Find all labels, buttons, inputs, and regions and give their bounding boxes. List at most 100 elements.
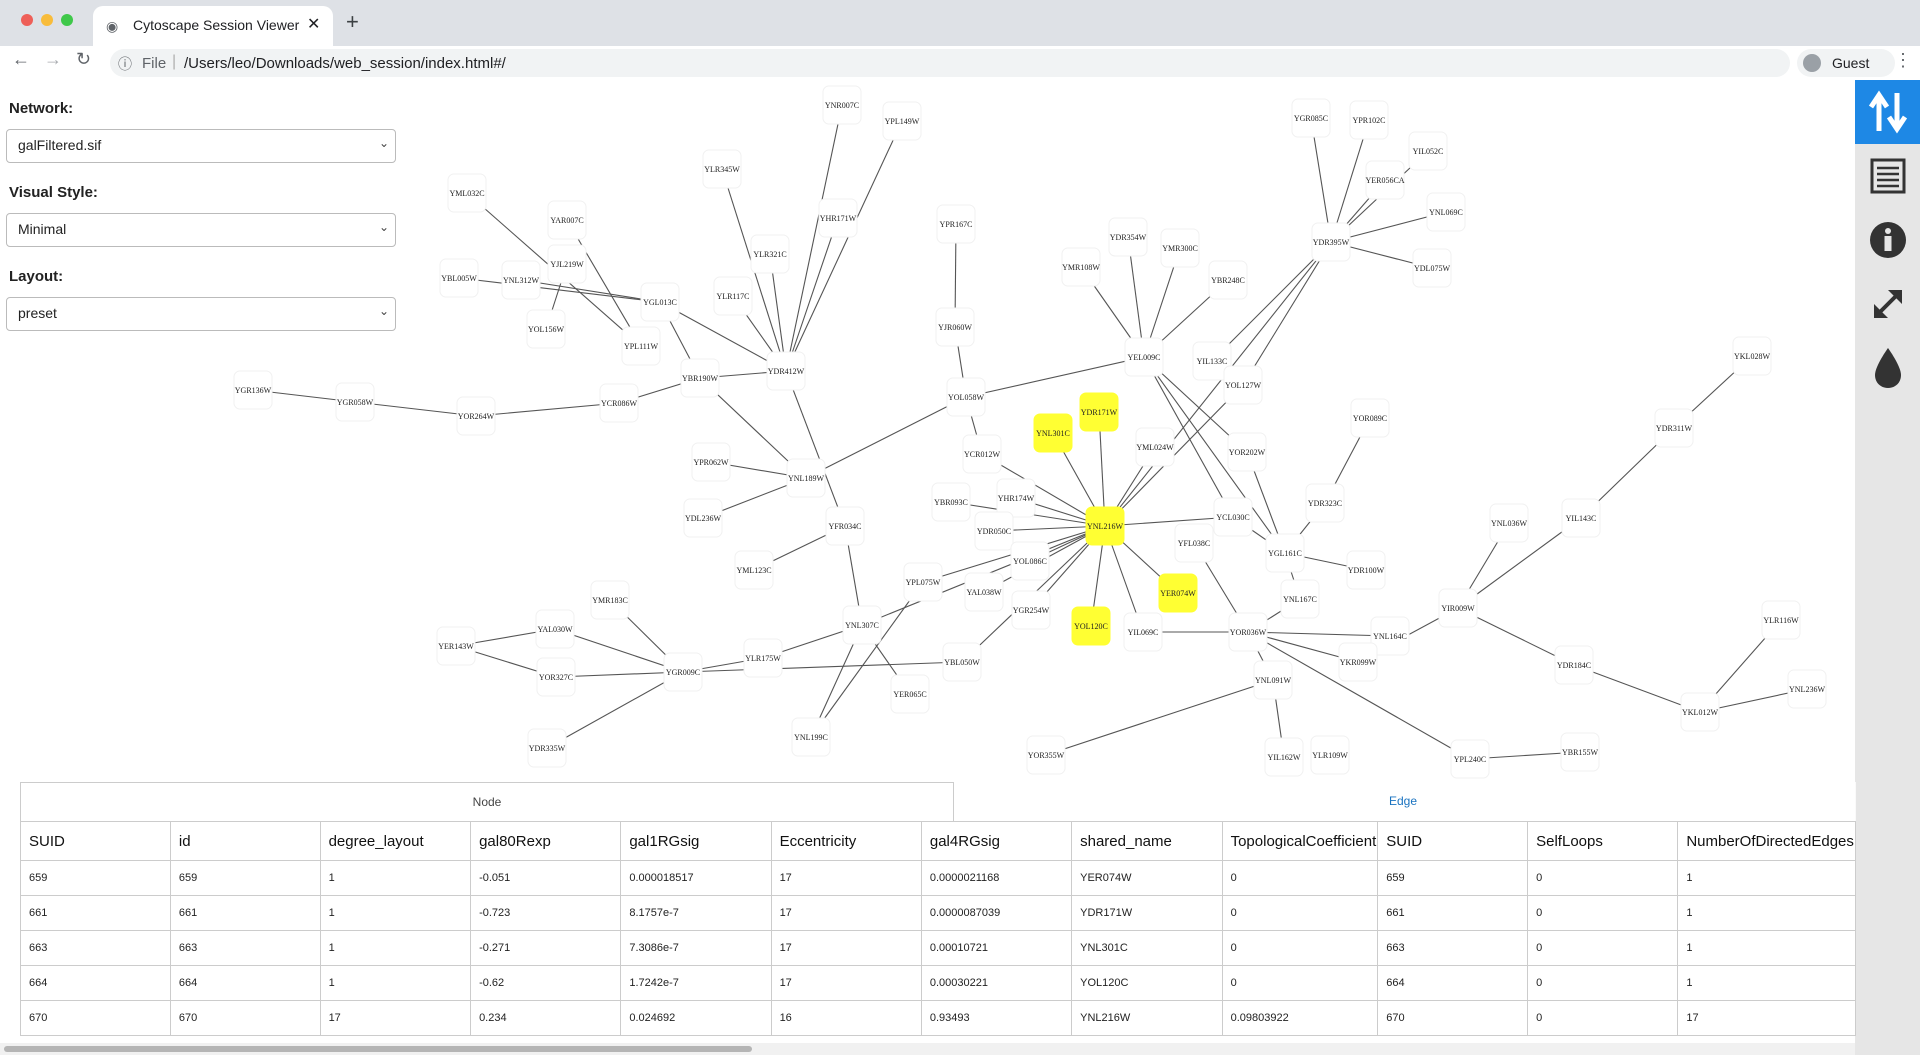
column-header[interactable]: SUID xyxy=(20,821,171,861)
node-shape[interactable] xyxy=(1208,260,1248,300)
back-arrow-icon[interactable]: ← xyxy=(12,49,30,69)
network-node[interactable]: YLR345W xyxy=(702,149,742,189)
table-row[interactable]: 664 664 1 -0.62 1.7242e-7 17 0.00030221 … xyxy=(20,965,1856,1001)
node-shape[interactable] xyxy=(663,652,703,692)
network-node[interactable]: YDR100W xyxy=(1346,550,1386,590)
node-shape[interactable] xyxy=(1561,498,1601,538)
node-shape[interactable] xyxy=(1680,692,1720,732)
node-shape[interactable] xyxy=(1426,192,1466,232)
column-header[interactable]: shared_name xyxy=(1071,821,1223,861)
network-node[interactable]: YMR108W xyxy=(1061,247,1101,287)
node-shape[interactable] xyxy=(1370,616,1410,656)
network-edge[interactable] xyxy=(682,661,963,673)
network-edge[interactable] xyxy=(1573,664,1701,713)
network-node[interactable]: YOL127W xyxy=(1223,365,1263,405)
node-shape[interactable] xyxy=(1554,645,1594,685)
network-edge[interactable] xyxy=(546,671,684,749)
node-shape[interactable] xyxy=(1280,579,1320,619)
network-node[interactable]: YDR323C xyxy=(1305,483,1345,523)
network-node[interactable]: YFR034C xyxy=(825,506,865,546)
network-edge[interactable] xyxy=(1104,516,1234,527)
scrollbar-thumb[interactable] xyxy=(4,1046,752,1052)
node-shape[interactable] xyxy=(996,478,1036,518)
browser-tab[interactable]: ◉ Cytoscape Session Viewer ✕ xyxy=(93,6,333,46)
node-shape[interactable] xyxy=(1192,341,1232,381)
network-node[interactable]: YNL307C xyxy=(842,605,882,645)
network-node[interactable]: YBR190W xyxy=(680,358,720,398)
network-edge[interactable] xyxy=(1045,679,1274,756)
network-node[interactable]: YNL236W xyxy=(1787,669,1827,709)
node-shape[interactable] xyxy=(501,260,541,300)
network-node[interactable]: YKL012W xyxy=(1680,692,1720,732)
node-shape[interactable] xyxy=(621,326,661,366)
network-node[interactable]: YHR171W xyxy=(818,198,858,238)
layout-select[interactable]: preset ⌄ xyxy=(6,297,396,331)
node-shape[interactable] xyxy=(436,626,476,666)
forward-arrow-icon[interactable]: → xyxy=(44,49,62,69)
network-select[interactable]: galFiltered.sif ⌄ xyxy=(6,129,396,163)
node-shape[interactable] xyxy=(931,482,971,522)
network-node[interactable]: YDR395W xyxy=(1311,222,1351,262)
network-edge[interactable] xyxy=(785,217,839,372)
column-header[interactable]: NumberOfDirectedEdges xyxy=(1677,821,1856,861)
node-shape[interactable] xyxy=(1310,735,1350,775)
network-node[interactable]: YIL133C xyxy=(1192,341,1232,381)
network-node[interactable]: YIL052C xyxy=(1408,131,1448,171)
horizontal-scrollbar[interactable] xyxy=(0,1043,1855,1055)
node-shape[interactable] xyxy=(1732,336,1772,376)
node-shape[interactable] xyxy=(1291,98,1331,138)
network-node[interactable]: YNL069C xyxy=(1426,192,1466,232)
node-shape[interactable] xyxy=(691,442,731,482)
network-node[interactable]: YGR085C xyxy=(1291,98,1331,138)
node-shape[interactable] xyxy=(1787,669,1827,709)
minimize-window-button[interactable] xyxy=(41,14,53,26)
network-node[interactable]: YER143W xyxy=(436,626,476,666)
network-canvas[interactable]: YNR007C YPL149W YLR345W YHR171W YLR321C YML03… xyxy=(0,80,1920,1055)
node-shape[interactable] xyxy=(1213,497,1253,537)
node-shape[interactable] xyxy=(962,434,1002,474)
node-shape[interactable] xyxy=(526,309,566,349)
column-header[interactable]: gal80Rexp xyxy=(470,821,622,861)
node-shape[interactable] xyxy=(1158,573,1198,613)
node-shape[interactable] xyxy=(1010,541,1050,581)
table-row[interactable]: 663 663 1 -0.271 7.3086e-7 17 0.00010721… xyxy=(20,930,1856,966)
network-node[interactable]: YAR007C xyxy=(547,200,587,240)
network-node[interactable]: YDR354W xyxy=(1108,217,1148,257)
table-row[interactable]: 670 670 17 0.234 0.024692 16 0.93493 YNL… xyxy=(20,1000,1856,1036)
node-shape[interactable] xyxy=(1350,398,1390,438)
network-node[interactable]: YPR167C xyxy=(936,204,976,244)
network-node[interactable]: YOL120C xyxy=(1071,606,1111,646)
network-node[interactable]: YNL301C xyxy=(1033,413,1073,453)
network-node[interactable]: YEL009C xyxy=(1124,337,1164,377)
address-bar[interactable]: ⓘ File | /Users/leo/Downloads/web_sessio… xyxy=(110,49,1790,77)
node-shape[interactable] xyxy=(335,382,375,422)
network-node[interactable]: YPL149W xyxy=(882,101,922,141)
network-node[interactable]: YLR116W xyxy=(1761,600,1801,640)
network-edge[interactable] xyxy=(475,402,620,417)
network-node[interactable]: YCR012W xyxy=(962,434,1002,474)
node-shape[interactable] xyxy=(1085,506,1125,546)
network-node[interactable]: YPL240C xyxy=(1450,739,1490,779)
node-shape[interactable] xyxy=(743,638,783,678)
network-edge[interactable] xyxy=(458,277,661,303)
node-shape[interactable] xyxy=(1011,590,1051,630)
network-node[interactable]: YGR136W xyxy=(233,370,273,410)
network-node[interactable]: YOL086C xyxy=(1010,541,1050,581)
network-node[interactable]: YPR062W xyxy=(691,442,731,482)
node-shape[interactable] xyxy=(535,609,575,649)
network-edge[interactable] xyxy=(1242,241,1332,386)
network-node[interactable]: YDL075W xyxy=(1412,248,1452,288)
network-edge[interactable] xyxy=(1310,117,1332,243)
node-shape[interactable] xyxy=(1264,737,1304,777)
profile-button[interactable]: Guest xyxy=(1797,49,1895,77)
network-edge[interactable] xyxy=(1211,241,1332,362)
info-icon[interactable]: ⓘ xyxy=(118,56,132,72)
column-header[interactable]: SUID xyxy=(1377,821,1529,861)
node-shape[interactable] xyxy=(1438,588,1478,628)
network-node[interactable]: YIL143C xyxy=(1561,498,1601,538)
network-node[interactable]: YFL038C xyxy=(1174,523,1214,563)
network-node[interactable]: YER056CA xyxy=(1365,160,1405,200)
network-node[interactable]: YGL161C xyxy=(1265,533,1305,573)
network-node[interactable]: YKR099W xyxy=(1338,642,1378,682)
network-node[interactable]: YJR060W xyxy=(935,307,975,347)
